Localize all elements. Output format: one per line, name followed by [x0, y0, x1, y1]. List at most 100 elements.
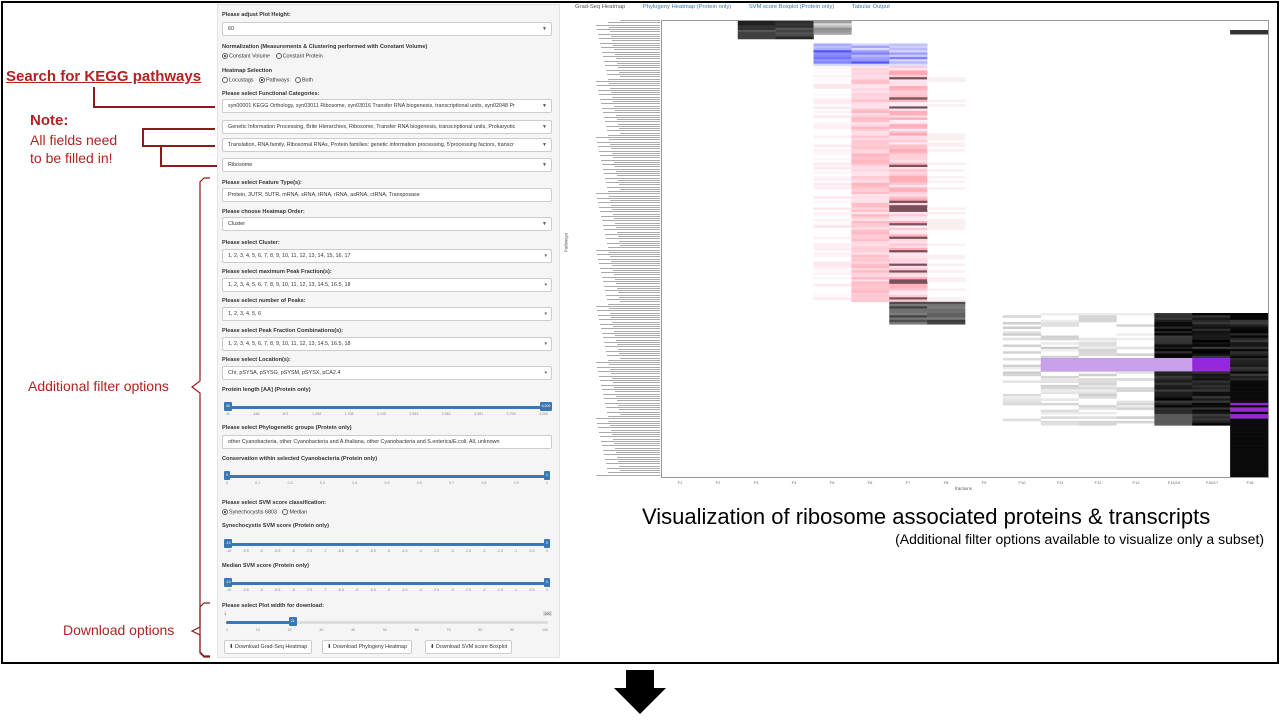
functional-category-select-3[interactable]: Translation, RNA family, Ribosomal RNAs,… — [222, 138, 552, 152]
location-select[interactable]: Chr, pSYSA, pSYSG, pSYSM, pSYSX, pCA2.4 ▾ — [222, 366, 552, 380]
heatmap-cell — [1192, 393, 1231, 397]
row-label — [588, 326, 660, 328]
heatmap-cell — [1040, 416, 1079, 419]
row-label — [588, 305, 660, 308]
heatmap-cell — [851, 200, 890, 204]
functional-category-select-1[interactable]: syn00001 KEGG Orthology, syn03011 Riboso… — [222, 99, 552, 113]
slider-handle-max[interactable]: 0 — [544, 539, 550, 548]
tab-phylogeny-heatmap[interactable]: Phylogeny Heatmap (Protein only) — [642, 4, 732, 10]
annotation-note-line1: All fields need — [30, 132, 118, 148]
slider-handle-min[interactable]: 30 — [224, 402, 232, 411]
heatmap-cell — [813, 61, 852, 64]
slider-tick: -6.5 — [337, 588, 344, 592]
plot-height-select[interactable]: 60 ▼ — [222, 22, 552, 36]
heatmap-cell — [851, 247, 890, 251]
heatmap-cell — [1078, 346, 1117, 350]
radio-locustags[interactable] — [222, 77, 228, 83]
row-label — [588, 40, 660, 42]
slider-tick: -3.5 — [433, 588, 440, 592]
slider-ticks: -10 -9.5 -9 -8.5 -8 -7.5 -7 -6.5 -6 -5.5 -5 -4.5 -4-… — [226, 588, 548, 596]
functional-category-select-4[interactable]: Ribosome ▼ — [222, 158, 552, 172]
heatmap-cell — [889, 292, 928, 296]
row-label — [588, 42, 660, 45]
synechocystis-svm-label: Synechocystis SVM score (Protein only) — [222, 523, 329, 529]
radio-both[interactable] — [294, 77, 301, 83]
heatmap-cell — [1154, 420, 1193, 424]
heatmap-x-ticks: F1 F2 F3 F4 F5 F6 F7 F8 F9 F10 F11 F12 F13 F14/15 F16/… — [661, 480, 1269, 488]
conservation-slider[interactable]: 0 1 — [224, 471, 550, 480]
peak-fraction-select[interactable]: 1, 2, 3, 4, 5, 6, 7, 8, 9, 10, 11, 12, 1… — [222, 278, 552, 292]
slider-tick: 448 — [253, 412, 260, 416]
heatmap-cell — [775, 21, 814, 24]
synechocystis-svm-slider[interactable]: -10 0 — [224, 539, 550, 548]
radio-label: Constant Volume — [229, 53, 271, 60]
protein-length-slider[interactable]: 30 4,200 — [224, 402, 552, 411]
row-label — [588, 281, 660, 283]
heatmap-order-select[interactable]: Cluster ▼ — [222, 217, 552, 231]
down-arrow-icon — [614, 670, 666, 714]
connector-line — [142, 128, 215, 130]
slider-handle-min[interactable]: -10 — [224, 539, 232, 548]
phylogenetic-groups-select[interactable]: other Cyanobacteria, other Cyanobacteria… — [222, 435, 552, 449]
heatmap-cell — [1078, 420, 1117, 424]
heatmap-cell — [889, 322, 928, 325]
chevron-down-icon: ▾ — [544, 370, 547, 376]
heatmap-cell — [1078, 396, 1117, 399]
heatmap-cell — [851, 110, 890, 114]
slider-tick: -2.5 — [464, 588, 472, 592]
heatmap-cell — [1192, 396, 1231, 399]
median-svm-slider[interactable]: -10 0 — [224, 578, 550, 587]
slider-handle-max[interactable]: 4,200 — [540, 402, 552, 411]
heatmap-cell — [889, 90, 928, 94]
heatmap-cell — [813, 164, 852, 168]
row-label — [588, 272, 660, 274]
tab-svm-boxplot[interactable]: SVM score Boxplot (Protein only) — [748, 4, 835, 10]
feature-type-select[interactable]: Protein, 3UTR, 5UTR, mRNA, sRNA, tRNA, r… — [222, 188, 552, 202]
heatmap-cell — [1002, 333, 1042, 336]
radio-constant-volume[interactable] — [222, 53, 228, 59]
slider-handle-min[interactable]: -10 — [224, 578, 232, 587]
radio-median[interactable] — [282, 509, 289, 515]
download-icon: ⬇ — [229, 644, 234, 650]
download-gradseq-button[interactable]: ⬇ Download Grad-Seq Heatmap — [224, 640, 313, 654]
heatmap-cell — [851, 193, 890, 197]
peak-combinations-select[interactable]: 1, 2, 3, 4, 5, 6, 7, 8, 9, 10, 11, 12, 1… — [222, 337, 552, 351]
row-label — [588, 393, 660, 396]
cluster-select[interactable]: 1, 2, 3, 4, 5, 6, 7, 8, 9, 10, 11, 12, 1… — [222, 249, 552, 263]
slider-tick: 0.9 — [513, 481, 519, 485]
heatmap-cell — [927, 243, 966, 246]
radio-synechocystis[interactable] — [222, 509, 228, 515]
heatmap-cell — [1116, 371, 1155, 374]
plot-width-slider[interactable]: 21 — [226, 617, 548, 626]
heatmap-cell — [1002, 398, 1042, 401]
heatmap-cell — [851, 104, 890, 107]
heatmap-cell — [1230, 351, 1268, 354]
heatmap-cell — [1116, 357, 1155, 361]
heatmap-cell — [813, 184, 852, 188]
annotation-download-options: Download options — [63, 622, 175, 638]
slider-handle[interactable]: 21 — [288, 617, 297, 626]
chevron-down-icon: ▾ — [544, 311, 547, 317]
heatmap-cell — [1230, 423, 1268, 426]
heatmap-cell — [813, 32, 852, 35]
radio-pathways[interactable] — [259, 77, 266, 83]
slider-handle-max[interactable]: 1 — [544, 471, 550, 480]
slider-handle-max[interactable]: 0 — [544, 578, 550, 587]
median-svm-label: Median SVM score (Protein only) — [222, 563, 310, 569]
heatmap-cell — [813, 54, 852, 58]
heatmap-cell — [1116, 313, 1155, 316]
heatmap-cell — [1192, 387, 1231, 390]
download-phylogeny-button[interactable]: ⬇ Download Phylogeny Heatmap — [322, 640, 413, 654]
number-peaks-select[interactable]: 1, 2, 3, 4, 5, 6 ▾ — [222, 307, 552, 321]
heatmap-cell — [1192, 319, 1231, 323]
functional-category-select-2[interactable]: Genetic Information Processing, Brite Hi… — [222, 120, 552, 134]
row-label — [588, 155, 660, 157]
download-svm-button[interactable]: ⬇ Download SVM score Boxplot — [425, 640, 513, 654]
heatmap-cell — [927, 211, 966, 215]
tab-tabular-output[interactable]: Tabular Output — [851, 4, 890, 10]
radio-constant-protein[interactable] — [275, 53, 282, 59]
row-label — [588, 254, 660, 256]
row-label — [588, 299, 660, 301]
tab-gradseq-heatmap[interactable]: Grad-Seq Heatmap — [575, 4, 626, 10]
slider-handle-min[interactable]: 0 — [224, 471, 230, 480]
